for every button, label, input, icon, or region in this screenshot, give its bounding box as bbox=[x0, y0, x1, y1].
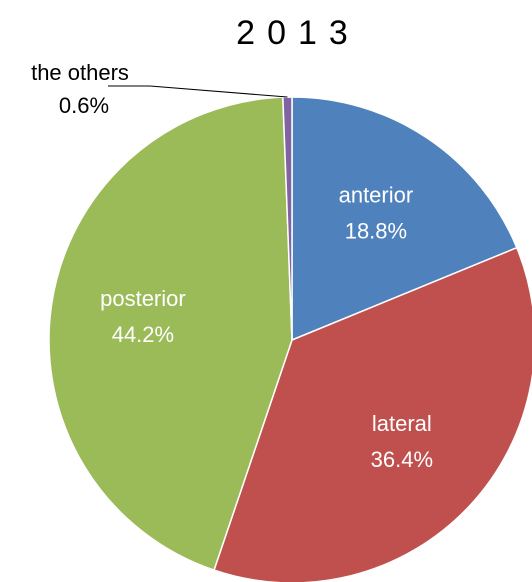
slice-label: posterior bbox=[100, 286, 186, 311]
slice-label: anterior bbox=[339, 183, 414, 208]
slice-value: 44.2% bbox=[112, 322, 174, 347]
slice-label: the others bbox=[31, 60, 129, 85]
slice-value: 36.4% bbox=[371, 447, 433, 472]
pie-slice bbox=[213, 246, 532, 582]
slice-value: 18.8% bbox=[345, 219, 407, 244]
chart-title: 2013 bbox=[236, 14, 360, 52]
leader-line bbox=[108, 85, 288, 98]
slice-value: 0.6% bbox=[59, 93, 109, 118]
pie-slice bbox=[48, 96, 293, 572]
pie-slice bbox=[291, 96, 518, 342]
slice-label: lateral bbox=[372, 411, 432, 436]
